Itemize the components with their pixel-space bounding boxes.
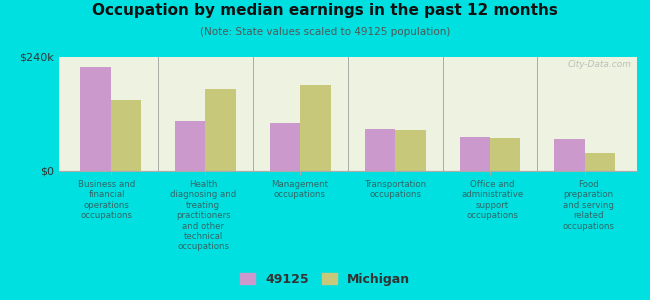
- Text: City-Data.com: City-Data.com: [567, 60, 631, 69]
- Text: Management
occupations: Management occupations: [271, 180, 328, 200]
- Bar: [300, 85, 331, 171]
- Bar: [365, 129, 395, 171]
- Bar: [395, 130, 426, 171]
- Text: Food
preparation
and serving
related
occupations: Food preparation and serving related occ…: [563, 180, 615, 231]
- Bar: [490, 138, 521, 171]
- Text: Office and
administrative
support
occupations: Office and administrative support occupa…: [462, 180, 523, 220]
- Bar: [585, 153, 615, 171]
- Bar: [205, 89, 236, 171]
- Bar: [270, 124, 300, 171]
- Text: Occupation by median earnings in the past 12 months: Occupation by median earnings in the pas…: [92, 3, 558, 18]
- Bar: [175, 121, 205, 171]
- Text: Business and
financial
operations
occupations: Business and financial operations occupa…: [78, 180, 135, 220]
- Bar: [460, 137, 490, 171]
- Text: Transportation
occupations: Transportation occupations: [365, 180, 427, 200]
- Bar: [81, 68, 110, 171]
- Text: (Note: State values scaled to 49125 population): (Note: State values scaled to 49125 popu…: [200, 27, 450, 37]
- Legend: 49125, Michigan: 49125, Michigan: [235, 268, 415, 291]
- Bar: [111, 100, 141, 171]
- Bar: [554, 139, 585, 171]
- Text: Health
diagnosing and
treating
practitioners
and other
technical
occupations: Health diagnosing and treating practitio…: [170, 180, 236, 251]
